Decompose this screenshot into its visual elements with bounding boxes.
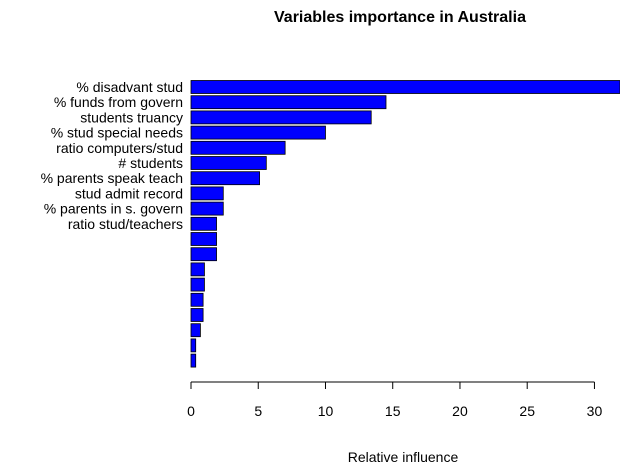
x-tick-label: 5 (254, 403, 262, 419)
y-tick-label: stud admit record (75, 185, 183, 201)
x-tick-label: 25 (519, 403, 535, 419)
y-tick-label: # students (118, 155, 183, 171)
x-tick-label: 30 (587, 403, 603, 419)
bar (190, 216, 217, 231)
y-tick-label: ratio computers/stud (56, 140, 183, 156)
bar (190, 292, 204, 307)
bar (190, 277, 205, 292)
x-tick-label: 20 (452, 403, 468, 419)
bar (190, 323, 201, 338)
bar (190, 247, 217, 262)
y-tick-label: students truancy (80, 109, 183, 125)
x-axis-label: Relative influence (348, 449, 459, 465)
y-tick-label: ratio stud/teachers (68, 216, 183, 232)
bar (190, 308, 204, 322)
bar (190, 353, 197, 368)
y-tick-label: % funds from govern (54, 94, 183, 110)
bar (190, 125, 326, 140)
x-tick-label: 0 (187, 403, 195, 419)
x-tick-label: 15 (385, 403, 401, 419)
y-tick-label: % stud special needs (51, 125, 183, 141)
bar (190, 80, 620, 94)
bar (190, 201, 224, 216)
bar (190, 171, 260, 186)
bar (190, 110, 372, 125)
x-tick-label: 10 (318, 403, 334, 419)
y-tick-label: % parents in s. govern (44, 201, 183, 217)
bar (190, 186, 224, 201)
bar (190, 338, 197, 353)
bar (190, 140, 286, 155)
y-tick-label: % parents speak teach (41, 170, 183, 186)
bar (190, 262, 205, 277)
bar (190, 95, 387, 110)
bar (190, 156, 267, 170)
chart-title: Variables importance in Australia (274, 9, 526, 26)
y-tick-label: % disadvant stud (76, 79, 183, 95)
bar (190, 232, 217, 246)
